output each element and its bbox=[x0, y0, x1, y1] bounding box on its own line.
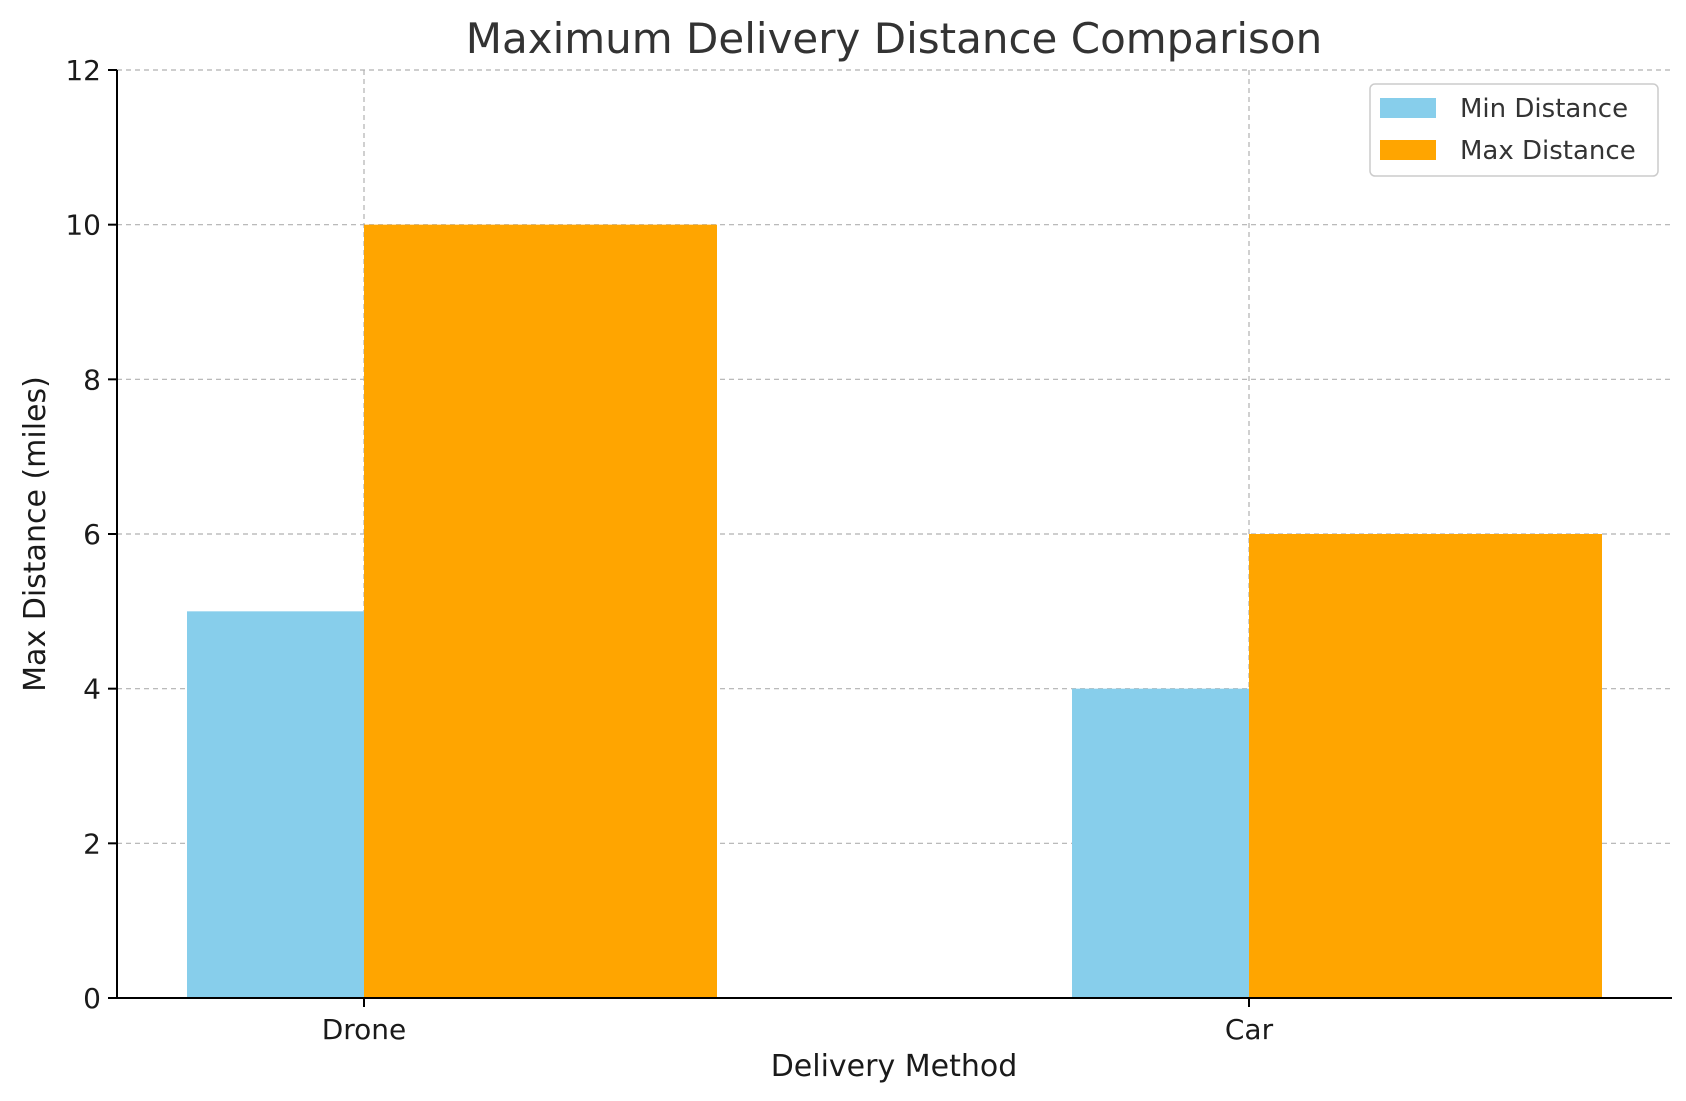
y-axis-label: Max Distance (miles) bbox=[18, 376, 53, 692]
legend-label-min-distance: Min Distance bbox=[1460, 94, 1628, 124]
bar-min-distance-car bbox=[1072, 688, 1249, 998]
bar-min-distance-drone bbox=[187, 611, 364, 998]
y-tick-label: 8 bbox=[83, 363, 101, 396]
x-tick-label: Drone bbox=[322, 1013, 407, 1046]
y-tick-label: 10 bbox=[65, 209, 101, 242]
x-axis-label: Delivery Method bbox=[771, 1049, 1018, 1084]
chart-title: Maximum Delivery Distance Comparison bbox=[466, 14, 1322, 63]
legend-label-max-distance: Max Distance bbox=[1460, 136, 1636, 166]
legend-box bbox=[1369, 83, 1659, 177]
y-tick-label: 12 bbox=[65, 54, 101, 87]
legend-swatch-max-distance bbox=[1380, 140, 1436, 160]
y-tick-label: 6 bbox=[83, 518, 101, 551]
x-tick-label: Car bbox=[1225, 1013, 1274, 1046]
y-tick-label: 0 bbox=[83, 982, 101, 1015]
bars-layer bbox=[187, 224, 1602, 998]
legend: Min Distance Max Distance bbox=[1369, 83, 1659, 177]
y-tick-label: 2 bbox=[83, 827, 101, 860]
ticks-layer: 0 2 4 6 8 10 12 Drone Car bbox=[65, 54, 1273, 1046]
y-tick-label: 4 bbox=[83, 673, 101, 706]
bar-max-distance-drone bbox=[364, 224, 717, 998]
bar-max-distance-car bbox=[1249, 534, 1602, 998]
legend-swatch-min-distance bbox=[1380, 98, 1436, 118]
